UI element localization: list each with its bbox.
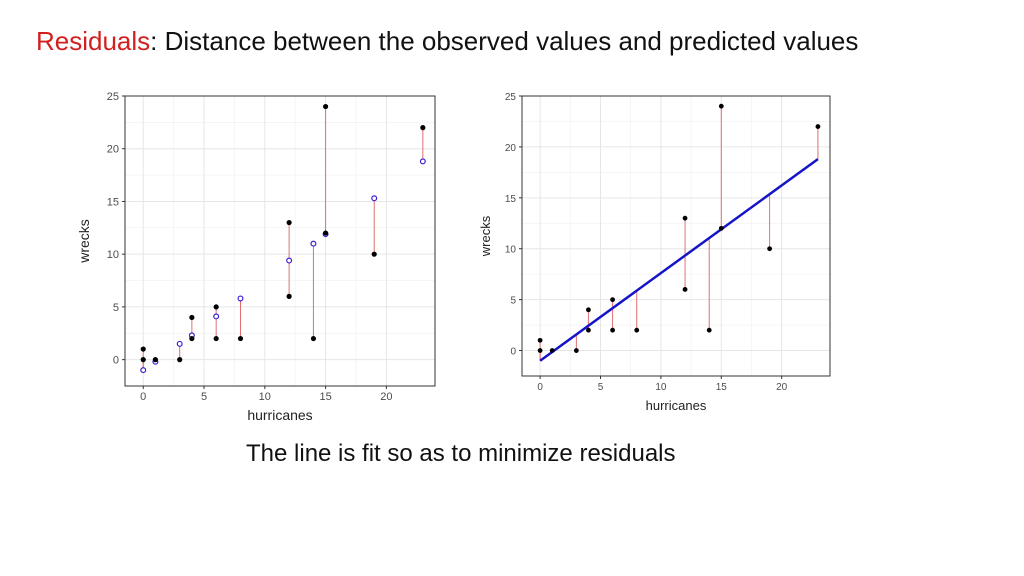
- y-tick-label: 10: [107, 249, 119, 261]
- x-tick-label: 15: [716, 382, 728, 393]
- predicted-point: [419, 158, 426, 165]
- y-tick-label: 15: [505, 194, 517, 205]
- predicted-point: [237, 295, 244, 302]
- predicted-point: [371, 195, 378, 202]
- fitted-line-chart-right: 0 5 10 15 20 0 5 10 15 20 25 hurricanes wrecks: [478, 92, 831, 413]
- observed-point: [767, 246, 773, 252]
- observed-point: [310, 335, 317, 342]
- observed-point: [140, 357, 146, 363]
- observed-point: [286, 293, 292, 299]
- x-tick-label: 20: [380, 391, 392, 403]
- observed-point: [177, 357, 183, 363]
- observed-point: [322, 230, 329, 236]
- predicted-point: [310, 240, 317, 247]
- observed-point: [706, 327, 712, 333]
- plot-border: [124, 95, 436, 387]
- observed-point: [189, 335, 195, 342]
- title-rest: : Distance between the observed values a…: [150, 26, 859, 56]
- predicted-point: [176, 340, 183, 347]
- observed-point: [682, 287, 688, 292]
- x-axis-title: hurricanes: [247, 407, 312, 423]
- observed-point: [322, 103, 329, 110]
- y-tick-label: 25: [505, 92, 517, 103]
- observed-point: [213, 304, 219, 310]
- x-tick-label: 10: [259, 391, 271, 403]
- observed-point: [573, 348, 579, 353]
- observed-point: [140, 346, 146, 352]
- x-tick-label: 20: [776, 382, 788, 393]
- observed-point: [213, 335, 219, 342]
- observed-point: [634, 327, 640, 333]
- y-axis-title: wrecks: [76, 219, 92, 264]
- y-tick-label: 20: [107, 144, 119, 156]
- fit-line: [539, 158, 819, 362]
- x-axis-title: hurricanes: [646, 398, 707, 413]
- y-tick-label: 5: [113, 302, 119, 314]
- observed-point: [549, 348, 555, 353]
- slide-title: Residuals: Distance between the observed…: [36, 26, 858, 57]
- y-tick-label: 20: [505, 143, 517, 154]
- caption: The line is fit so as to minimize residu…: [246, 440, 676, 467]
- x-tick-label: 10: [655, 382, 667, 393]
- plot-background: [522, 96, 830, 376]
- observed-point: [610, 297, 615, 303]
- observed-point: [718, 103, 724, 109]
- x-tick-label: 5: [598, 382, 604, 393]
- observed-point: [682, 215, 688, 221]
- observed-point: [815, 124, 821, 129]
- predicted-point: [213, 313, 220, 320]
- y-tick-label: 15: [107, 196, 119, 208]
- y-tick-label: 5: [510, 296, 516, 307]
- x-tick-label: 5: [201, 391, 207, 403]
- observed-point: [371, 251, 377, 257]
- observed-point: [237, 335, 244, 342]
- y-tick-label: 25: [107, 91, 119, 103]
- predicted-point: [140, 367, 147, 374]
- predicted-point: [286, 257, 293, 264]
- observed-point: [420, 125, 426, 131]
- observed-point: [286, 219, 292, 226]
- observed-point: [189, 314, 195, 321]
- observed-point: [718, 225, 724, 231]
- observed-point: [537, 348, 543, 353]
- y-tick-label: 0: [113, 355, 119, 367]
- title-highlight: Residuals: [36, 26, 151, 56]
- y-tick-label: 0: [510, 347, 516, 358]
- observed-point: [610, 327, 615, 333]
- residuals-chart-left: 0 5 10 15 20 0 5 10 15 20 25 hurricanes wrecks: [76, 91, 436, 423]
- y-axis-title: wrecks: [478, 215, 493, 257]
- y-tick-label: 10: [505, 245, 517, 256]
- x-tick-label: 0: [537, 382, 543, 393]
- observed-point: [586, 307, 591, 313]
- observed-point: [152, 357, 158, 363]
- observed-point: [537, 337, 543, 343]
- observed-point: [586, 327, 591, 333]
- x-tick-label: 15: [319, 391, 331, 403]
- x-tick-label: 0: [140, 391, 146, 403]
- plot-border: [521, 95, 831, 377]
- plot-background: [125, 96, 435, 386]
